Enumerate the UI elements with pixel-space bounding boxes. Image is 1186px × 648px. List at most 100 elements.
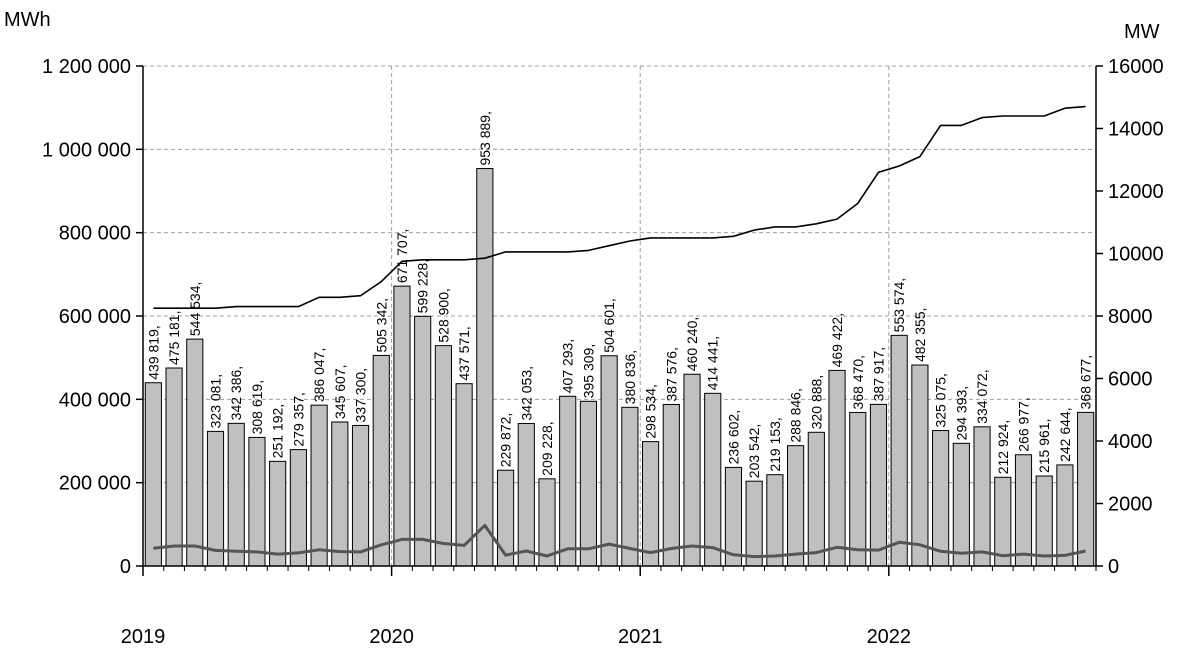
right-tick-label: 16000 — [1108, 56, 1164, 78]
bar-value-label: 215 961, — [1036, 419, 1052, 474]
bar-value-label: 407 293, — [560, 339, 576, 394]
power-line — [153, 523, 1086, 559]
bar-value-label: 279 357, — [290, 392, 306, 447]
bar-value-label: 386 047, — [311, 348, 327, 403]
bar — [248, 436, 266, 567]
bar — [745, 480, 763, 567]
year-label: 2022 — [867, 626, 912, 648]
axes: 0 200 000 400 000 600 000 800 000 1 000 000 1 … — [42, 56, 1164, 648]
right-tick-label: 8000 — [1108, 306, 1153, 328]
bar-value-label: 229 872, — [498, 413, 514, 468]
bar — [849, 411, 867, 567]
year-label: 2020 — [369, 626, 414, 648]
bar-value-label: 482 355, — [912, 308, 928, 363]
bar-value-label: 368 470, — [850, 355, 866, 410]
bar-value-label: 460 240, — [684, 317, 700, 372]
bar — [704, 392, 722, 567]
bar — [559, 395, 577, 567]
bar-value-label: 387 917, — [870, 347, 886, 402]
bar-value-label: 236 602, — [725, 410, 741, 465]
bar-value-label: 387 576, — [663, 347, 679, 402]
bar-value-label: 320 888, — [808, 375, 824, 430]
bar — [952, 442, 970, 567]
left-tick-label: 200 000 — [59, 473, 131, 495]
bar — [600, 355, 618, 567]
year-label: 2019 — [121, 626, 166, 648]
bar — [911, 364, 929, 567]
bar — [393, 285, 411, 567]
left-tick-label: 1 200 000 — [42, 56, 131, 78]
right-tick-label: 10000 — [1108, 244, 1164, 266]
line-series — [153, 105, 1086, 559]
year-label: 2021 — [618, 626, 663, 648]
bar — [310, 404, 328, 567]
bar-value-label: 380 836, — [622, 350, 638, 405]
gridlines — [143, 65, 1096, 566]
bar — [662, 404, 680, 567]
bar-value-label: 505 342, — [373, 298, 389, 353]
bar — [683, 373, 701, 567]
bar-value-label: 203 542, — [746, 424, 762, 479]
bar — [144, 382, 162, 567]
bar — [766, 474, 784, 567]
bar — [724, 466, 743, 567]
bar-value-label: 298 534, — [643, 384, 659, 439]
bar — [227, 422, 245, 567]
bar-value-label: 368 677, — [1078, 355, 1094, 410]
bar-value-label: 437 571, — [456, 326, 472, 381]
bar — [1056, 464, 1074, 567]
bar-value-label: 553 574, — [891, 278, 907, 333]
bar-value-label: 325 075, — [933, 373, 949, 428]
bar — [289, 449, 307, 567]
bar — [621, 406, 639, 567]
bar — [787, 445, 805, 567]
bar-data-labels: 439 819, 475 181, 544 534, 323 081, 342 386,… — [145, 111, 1093, 478]
left-axis-unit: MWh — [4, 9, 51, 31]
left-tick-label: 400 000 — [59, 389, 131, 411]
left-tick-label: 800 000 — [59, 223, 131, 245]
left-tick-label: 600 000 — [59, 306, 131, 328]
bar — [869, 403, 888, 567]
bar-series — [144, 168, 1095, 567]
bar — [1035, 475, 1053, 567]
left-tick-label: 1 000 000 — [42, 139, 131, 161]
bar-value-label: 266 977, — [1015, 397, 1031, 452]
bar-value-label: 342 386, — [228, 366, 244, 421]
bar-value-label: 212 924, — [995, 420, 1011, 475]
bar-value-label: 251 192, — [270, 404, 286, 459]
left-tick-label: 0 — [120, 556, 131, 578]
bar — [351, 424, 370, 567]
bar-value-label: 599 228, — [415, 259, 431, 314]
bar — [579, 400, 598, 567]
bar — [165, 367, 183, 567]
bar-value-label: 294 393, — [953, 386, 969, 441]
bar — [476, 168, 494, 567]
bar-value-label: 395 309, — [580, 344, 596, 399]
bar-value-label: 219 153, — [767, 417, 783, 472]
bar — [434, 345, 452, 567]
bar-value-label: 209 228, — [539, 421, 555, 476]
bar — [1077, 411, 1095, 567]
bar — [890, 334, 908, 567]
bar — [186, 338, 204, 567]
bar-value-label: 475 181, — [166, 311, 182, 366]
bar-value-label: 242 644, — [1057, 407, 1073, 462]
bar — [206, 430, 225, 567]
bar-value-label: 671 707, — [394, 229, 410, 284]
bar — [331, 421, 349, 567]
right-tick-label: 0 — [1108, 556, 1119, 578]
bar-value-label: 337 300, — [353, 368, 369, 423]
bar — [517, 422, 535, 567]
bar — [269, 460, 287, 567]
bar-value-label: 544 534, — [187, 282, 203, 337]
bar — [828, 369, 846, 567]
bar-value-label: 504 601, — [601, 298, 617, 353]
bar — [807, 431, 825, 567]
capacity-line — [153, 105, 1086, 310]
bar-value-label: 345 607, — [332, 364, 348, 419]
right-tick-label: 12000 — [1108, 181, 1164, 203]
bar-value-label: 342 053, — [518, 366, 534, 421]
bar — [641, 441, 660, 567]
bar — [994, 476, 1012, 567]
